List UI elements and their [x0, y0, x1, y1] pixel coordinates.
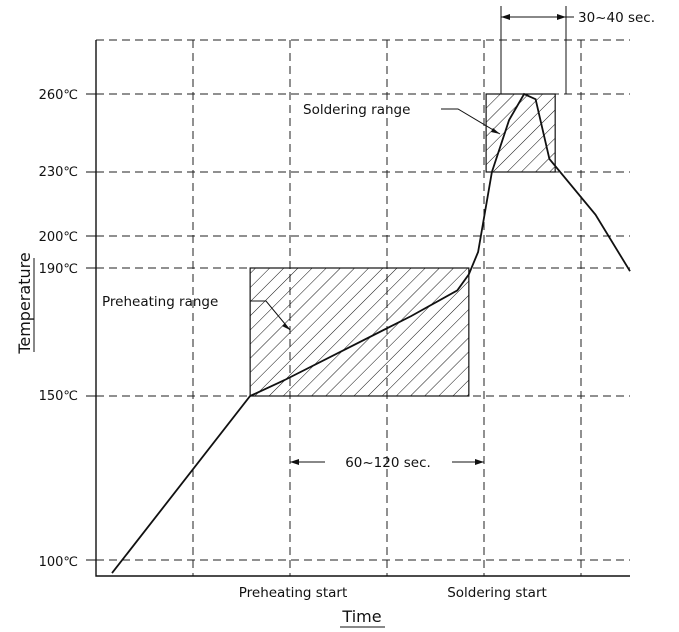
x-tick-soldering-start: Soldering start	[447, 585, 547, 601]
preheating-range-label: Preheating range	[102, 294, 218, 310]
y-tick-100: 100℃	[39, 555, 78, 570]
soldering-duration-dimension	[500, 6, 574, 94]
x-axis-title: Time	[341, 607, 381, 626]
soldering-leader-arrow	[491, 128, 500, 134]
soldering-range-label: Soldering range	[303, 102, 410, 118]
soldering-duration-label: 30~40 sec.	[578, 10, 655, 26]
y-tick-190: 190℃	[39, 262, 78, 277]
y-tick-150: 150℃	[39, 389, 78, 404]
preheating-duration-dimension	[290, 459, 484, 465]
preheating-duration-label: 60~120 sec.	[345, 455, 431, 471]
y-tick-230: 230℃	[39, 165, 78, 180]
preheating-leader-arrow	[282, 323, 290, 330]
temperature-curve-0	[111, 92, 631, 574]
y-tick-labels: 100℃ 150℃ 190℃ 200℃ 230℃ 260℃	[39, 88, 78, 570]
y-tick-200: 200℃	[39, 230, 78, 245]
x-tick-preheating-start: Preheating start	[239, 585, 348, 601]
soldering-leader	[441, 108, 501, 135]
shaded-regions	[249, 93, 556, 397]
y-tick-260: 260℃	[39, 88, 78, 103]
temperature-profile	[111, 92, 631, 574]
preheating-leader	[250, 300, 291, 331]
y-axis-title: Temperature	[15, 252, 34, 354]
preheating-range-box	[249, 267, 470, 397]
axes-frame	[95, 40, 630, 577]
